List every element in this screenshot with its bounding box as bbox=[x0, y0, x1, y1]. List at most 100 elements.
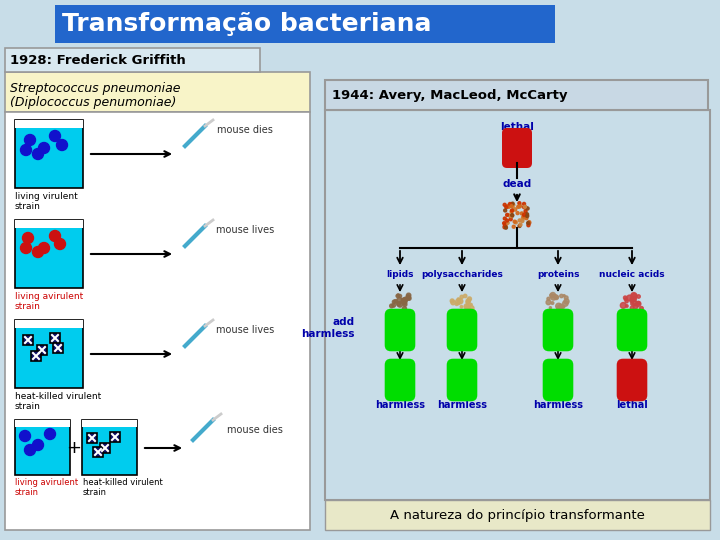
Circle shape bbox=[397, 302, 400, 306]
Circle shape bbox=[510, 209, 513, 212]
Circle shape bbox=[524, 210, 527, 213]
Circle shape bbox=[509, 218, 512, 221]
Circle shape bbox=[518, 204, 521, 207]
Circle shape bbox=[511, 202, 514, 205]
Circle shape bbox=[505, 206, 508, 208]
Bar bbox=[15, 420, 70, 475]
Circle shape bbox=[551, 295, 557, 300]
Text: heat-killed virulent
strain: heat-killed virulent strain bbox=[15, 392, 102, 411]
Circle shape bbox=[466, 299, 470, 303]
Circle shape bbox=[555, 295, 558, 299]
Circle shape bbox=[504, 225, 507, 228]
Circle shape bbox=[510, 210, 513, 213]
Circle shape bbox=[407, 296, 411, 300]
Circle shape bbox=[524, 206, 527, 209]
Circle shape bbox=[469, 306, 474, 311]
Text: dead: dead bbox=[503, 179, 531, 189]
Text: polysaccharides: polysaccharides bbox=[421, 270, 503, 279]
Circle shape bbox=[518, 225, 521, 227]
Circle shape bbox=[394, 300, 397, 303]
Circle shape bbox=[22, 233, 34, 244]
Circle shape bbox=[503, 224, 506, 227]
Circle shape bbox=[510, 214, 513, 217]
Circle shape bbox=[634, 304, 638, 309]
Circle shape bbox=[518, 202, 521, 205]
Circle shape bbox=[526, 213, 528, 216]
Circle shape bbox=[20, 242, 32, 253]
Circle shape bbox=[516, 212, 519, 214]
Circle shape bbox=[554, 295, 557, 297]
Text: Streptococcus pneumoniae: Streptococcus pneumoniae bbox=[10, 82, 181, 95]
Circle shape bbox=[56, 139, 68, 151]
Text: lethal: lethal bbox=[616, 400, 648, 410]
Bar bbox=[15, 320, 83, 328]
Circle shape bbox=[547, 297, 550, 300]
Circle shape bbox=[514, 208, 517, 211]
Text: Transformação bacteriana: Transformação bacteriana bbox=[62, 12, 431, 36]
Circle shape bbox=[527, 224, 530, 227]
Circle shape bbox=[510, 214, 513, 218]
Text: (Diplococcus penumoniae): (Diplococcus penumoniae) bbox=[10, 96, 176, 109]
Circle shape bbox=[503, 222, 505, 225]
FancyBboxPatch shape bbox=[384, 309, 415, 352]
Circle shape bbox=[398, 294, 402, 298]
Circle shape bbox=[392, 300, 396, 303]
Circle shape bbox=[564, 296, 568, 300]
Circle shape bbox=[38, 143, 50, 153]
Bar bbox=[15, 220, 83, 288]
Circle shape bbox=[526, 207, 529, 210]
Bar bbox=[15, 320, 83, 388]
Text: harmless: harmless bbox=[533, 400, 583, 410]
Circle shape bbox=[406, 296, 410, 300]
Circle shape bbox=[397, 298, 402, 303]
Circle shape bbox=[636, 295, 640, 298]
Bar bbox=[325, 80, 708, 110]
FancyBboxPatch shape bbox=[50, 333, 60, 343]
FancyBboxPatch shape bbox=[37, 345, 47, 355]
Circle shape bbox=[32, 246, 43, 258]
Circle shape bbox=[521, 216, 525, 219]
Circle shape bbox=[506, 221, 509, 224]
Circle shape bbox=[505, 219, 508, 222]
Circle shape bbox=[403, 302, 407, 306]
Bar bbox=[15, 120, 83, 188]
Circle shape bbox=[504, 209, 507, 212]
Circle shape bbox=[546, 300, 551, 305]
Circle shape bbox=[467, 303, 469, 306]
Circle shape bbox=[528, 221, 531, 225]
Bar bbox=[5, 72, 310, 112]
Circle shape bbox=[512, 204, 515, 206]
Circle shape bbox=[508, 214, 510, 217]
Circle shape bbox=[402, 307, 407, 310]
Circle shape bbox=[470, 303, 472, 306]
FancyBboxPatch shape bbox=[617, 309, 647, 352]
Text: nucleic acids: nucleic acids bbox=[599, 270, 665, 279]
Circle shape bbox=[550, 293, 556, 298]
Circle shape bbox=[518, 219, 521, 222]
Text: mouse dies: mouse dies bbox=[227, 425, 283, 435]
Circle shape bbox=[467, 307, 469, 309]
Bar bbox=[55, 5, 555, 43]
Circle shape bbox=[45, 429, 55, 440]
FancyBboxPatch shape bbox=[543, 309, 573, 352]
Circle shape bbox=[564, 299, 569, 304]
Text: harmless: harmless bbox=[437, 400, 487, 410]
Bar bbox=[325, 500, 710, 530]
Circle shape bbox=[631, 296, 636, 301]
Text: heat-killed virulent
strain: heat-killed virulent strain bbox=[83, 478, 163, 497]
Circle shape bbox=[466, 300, 470, 304]
Circle shape bbox=[556, 303, 562, 309]
Circle shape bbox=[523, 202, 526, 205]
FancyBboxPatch shape bbox=[446, 359, 477, 401]
Circle shape bbox=[508, 202, 511, 206]
Circle shape bbox=[406, 295, 410, 299]
Text: 1928: Frederick Griffith: 1928: Frederick Griffith bbox=[10, 53, 186, 66]
Circle shape bbox=[24, 134, 35, 145]
FancyBboxPatch shape bbox=[31, 351, 41, 361]
Text: A natureza do princípio transformante: A natureza do princípio transformante bbox=[390, 509, 644, 522]
Circle shape bbox=[521, 217, 524, 220]
Circle shape bbox=[503, 226, 506, 229]
Circle shape bbox=[639, 307, 643, 310]
Circle shape bbox=[19, 430, 30, 442]
Circle shape bbox=[513, 220, 516, 223]
